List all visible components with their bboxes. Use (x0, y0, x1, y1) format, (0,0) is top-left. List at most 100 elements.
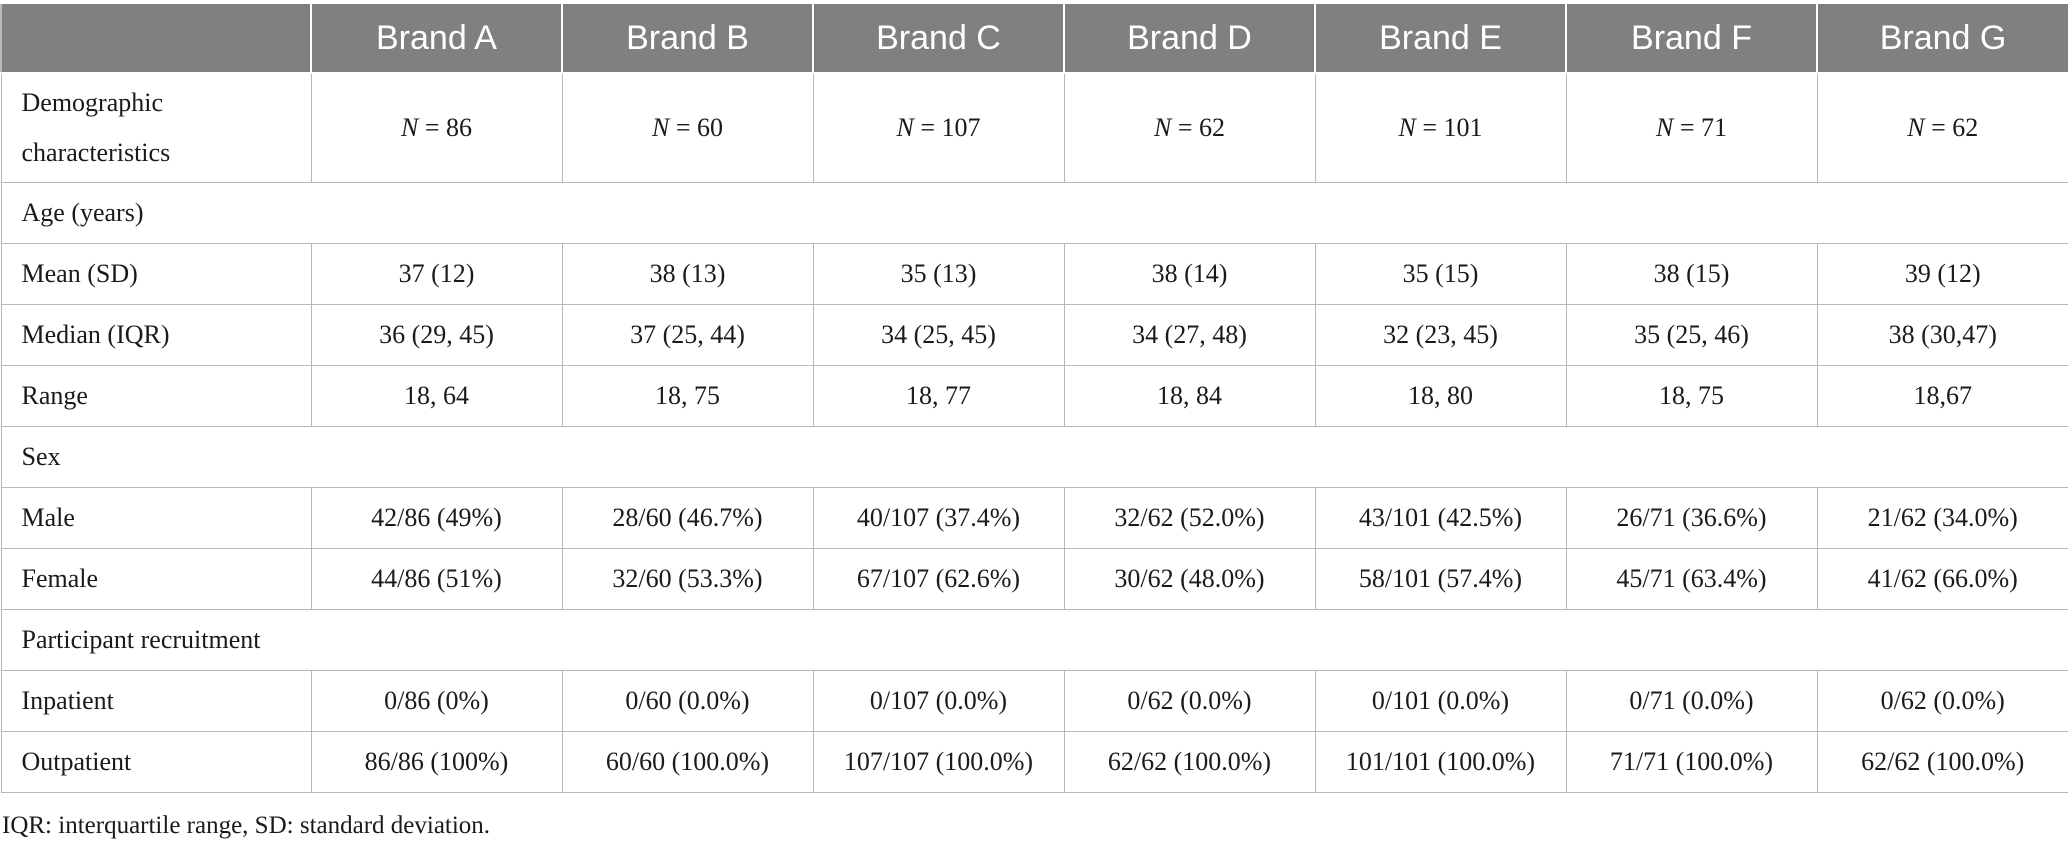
row-label: Mean (SD) (0, 243, 312, 305)
n-symbol: N (896, 113, 914, 142)
section-row-recruitment: Participant recruitment (0, 609, 2068, 671)
table-cell: 0/107 (0.0%) (812, 670, 1065, 732)
section-row-age: Age (years) (0, 182, 2068, 244)
table-cell: 0/62 (0.0%) (1816, 670, 2068, 732)
table-cell: 35 (15) (1314, 243, 1567, 305)
header-brand-a: Brand A (310, 4, 563, 74)
header-brand-e: Brand E (1314, 4, 1567, 74)
table-cell: 45/71 (63.4%) (1565, 548, 1818, 610)
n-symbol: N (1153, 113, 1172, 142)
table-cell: 39 (12) (1816, 243, 2068, 305)
table-cell: 35 (25, 46) (1565, 304, 1818, 366)
row-label: Outpatient (0, 731, 312, 793)
row-label: Demographic characteristics (0, 72, 312, 183)
n-value: = 86 (424, 113, 472, 142)
n-value: = 60 (675, 113, 723, 142)
table-row: Inpatient 0/86 (0%) 0/60 (0.0%) 0/107 (0.0%… (0, 670, 2068, 732)
n-value: = 101 (1422, 113, 1483, 142)
section-label: Participant recruitment (0, 609, 2068, 671)
table-cell: 67/107 (62.6%) (812, 548, 1065, 610)
table-cell: 38 (13) (561, 243, 814, 305)
sample-size-row: Demographic characteristics N = 86 N = 6… (0, 72, 2068, 183)
section-label: Age (years) (0, 182, 2068, 244)
table-row: Female 44/86 (51%) 32/60 (53.3%) 67/107 (62… (0, 548, 2068, 610)
table-cell: 37 (25, 44) (561, 304, 814, 366)
header-brand-g: Brand G (1816, 4, 2068, 74)
header-brand-c: Brand C (812, 4, 1065, 74)
section-row-sex: Sex (0, 426, 2068, 488)
n-cell: N = 60 (561, 72, 814, 183)
n-value: = 62 (1177, 113, 1225, 142)
n-symbol: N (1655, 113, 1674, 142)
table-cell: 101/101 (100.0%) (1314, 731, 1567, 793)
table-cell: 44/86 (51%) (310, 548, 563, 610)
table-row: Mean (SD) 37 (12) 38 (13) 35 (13) 38 (14) 35 … (0, 243, 2068, 305)
table-cell: 26/71 (36.6%) (1565, 487, 1818, 549)
n-value: = 62 (1931, 113, 1979, 142)
row-label: Range (0, 365, 312, 427)
table-row: Male 42/86 (49%) 28/60 (46.7%) 40/107 (37.4… (0, 487, 2068, 549)
table-cell: 35 (13) (812, 243, 1065, 305)
demographics-table: Brand A Brand B Brand C Brand D Brand E … (0, 4, 2068, 793)
table-cell: 32/62 (52.0%) (1063, 487, 1316, 549)
table-cell: 60/60 (100.0%) (561, 731, 814, 793)
table-cell: 0/86 (0%) (310, 670, 563, 732)
table-cell: 18, 75 (561, 365, 814, 427)
header-brand-d: Brand D (1063, 4, 1316, 74)
table-cell: 32 (23, 45) (1314, 304, 1567, 366)
row-label: Inpatient (0, 670, 312, 732)
table-cell: 30/62 (48.0%) (1063, 548, 1316, 610)
table-row: Range 18, 64 18, 75 18, 77 18, 84 18, 80 18, 7… (0, 365, 2068, 427)
table-cell: 18, 77 (812, 365, 1065, 427)
n-symbol: N (400, 113, 419, 142)
table-cell: 21/62 (34.0%) (1816, 487, 2068, 549)
table-cell: 34 (25, 45) (812, 304, 1065, 366)
header-brand-b: Brand B (561, 4, 814, 74)
table-cell: 62/62 (100.0%) (1816, 731, 2068, 793)
table-cell: 28/60 (46.7%) (561, 487, 814, 549)
row-label: Female (0, 548, 312, 610)
n-cell: N = 107 (812, 72, 1065, 183)
table-cell: 18, 64 (310, 365, 563, 427)
table-cell: 71/71 (100.0%) (1565, 731, 1818, 793)
table-container: Brand A Brand B Brand C Brand D Brand E … (0, 4, 2068, 793)
table-cell: 58/101 (57.4%) (1314, 548, 1567, 610)
n-cell: N = 71 (1565, 72, 1818, 183)
header-corner-cell (0, 4, 312, 74)
table-row: Median (IQR) 36 (29, 45) 37 (25, 44) 34 (25… (0, 304, 2068, 366)
table-cell: 34 (27, 48) (1063, 304, 1316, 366)
section-label: Sex (0, 426, 2068, 488)
table-cell: 43/101 (42.5%) (1314, 487, 1567, 549)
row-label: Median (IQR) (0, 304, 312, 366)
table-cell: 0/101 (0.0%) (1314, 670, 1567, 732)
table-row: Outpatient 86/86 (100%) 60/60 (100.0%) 107/… (0, 731, 2068, 793)
table-cell: 107/107 (100.0%) (812, 731, 1065, 793)
table-cell: 37 (12) (310, 243, 563, 305)
table-footnote: IQR: interquartile range, SD: standard d… (2, 812, 491, 839)
n-symbol: N (1907, 113, 1925, 142)
n-cell: N = 62 (1816, 72, 2068, 183)
table-cell: 18,67 (1816, 365, 2068, 427)
table-cell: 38 (14) (1063, 243, 1316, 305)
table-cell: 18, 84 (1063, 365, 1316, 427)
n-cell: N = 62 (1063, 72, 1316, 183)
table-cell: 0/60 (0.0%) (561, 670, 814, 732)
row-label: Male (0, 487, 312, 549)
table-cell: 32/60 (53.3%) (561, 548, 814, 610)
table-cell: 0/62 (0.0%) (1063, 670, 1316, 732)
n-symbol: N (1398, 113, 1416, 142)
table-cell: 40/107 (37.4%) (812, 487, 1065, 549)
header-row: Brand A Brand B Brand C Brand D Brand E … (0, 4, 2068, 74)
table-cell: 42/86 (49%) (310, 487, 563, 549)
table-cell: 38 (30,47) (1816, 304, 2068, 366)
table-cell: 86/86 (100%) (310, 731, 563, 793)
table-cell: 36 (29, 45) (310, 304, 563, 366)
n-value: = 71 (1679, 113, 1727, 142)
header-brand-f: Brand F (1565, 4, 1818, 74)
n-value: = 107 (920, 113, 981, 142)
n-symbol: N (651, 113, 670, 142)
table-cell: 0/71 (0.0%) (1565, 670, 1818, 732)
n-cell: N = 86 (310, 72, 563, 183)
table-cell: 41/62 (66.0%) (1816, 548, 2068, 610)
n-cell: N = 101 (1314, 72, 1567, 183)
